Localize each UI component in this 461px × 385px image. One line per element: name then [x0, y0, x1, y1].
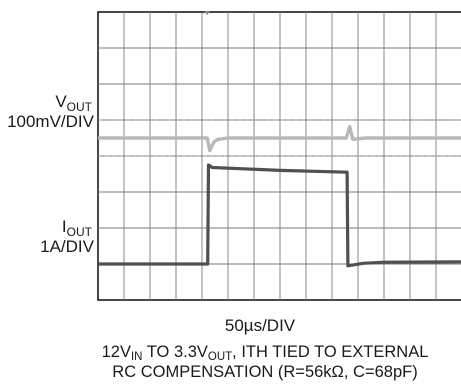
figure-caption: 12VIN TO 3.3VOUT, ITH TIED TO EXTERNAL R… [90, 342, 440, 382]
iout-trace [98, 163, 461, 268]
trigger-marker [204, 11, 211, 15]
iout-trace-label: IOUT [61, 217, 92, 239]
x-axis-timebase-label: 50µs/DIV [224, 316, 296, 335]
graticule [97, 11, 461, 301]
iout-scale-label: 1A/DIV [40, 237, 94, 256]
trace-layer [98, 124, 461, 268]
vout-trace [98, 124, 461, 153]
caption-line-2: RC COMPENSATION (R=56kΩ, C=68pF) [112, 363, 418, 381]
caption-line-1: 12VIN TO 3.3VOUT, ITH TIED TO EXTERNAL [101, 343, 429, 363]
vout-scale-label: 100mV/DIV [7, 112, 94, 131]
vout-trace-label: VOUT [55, 92, 92, 114]
